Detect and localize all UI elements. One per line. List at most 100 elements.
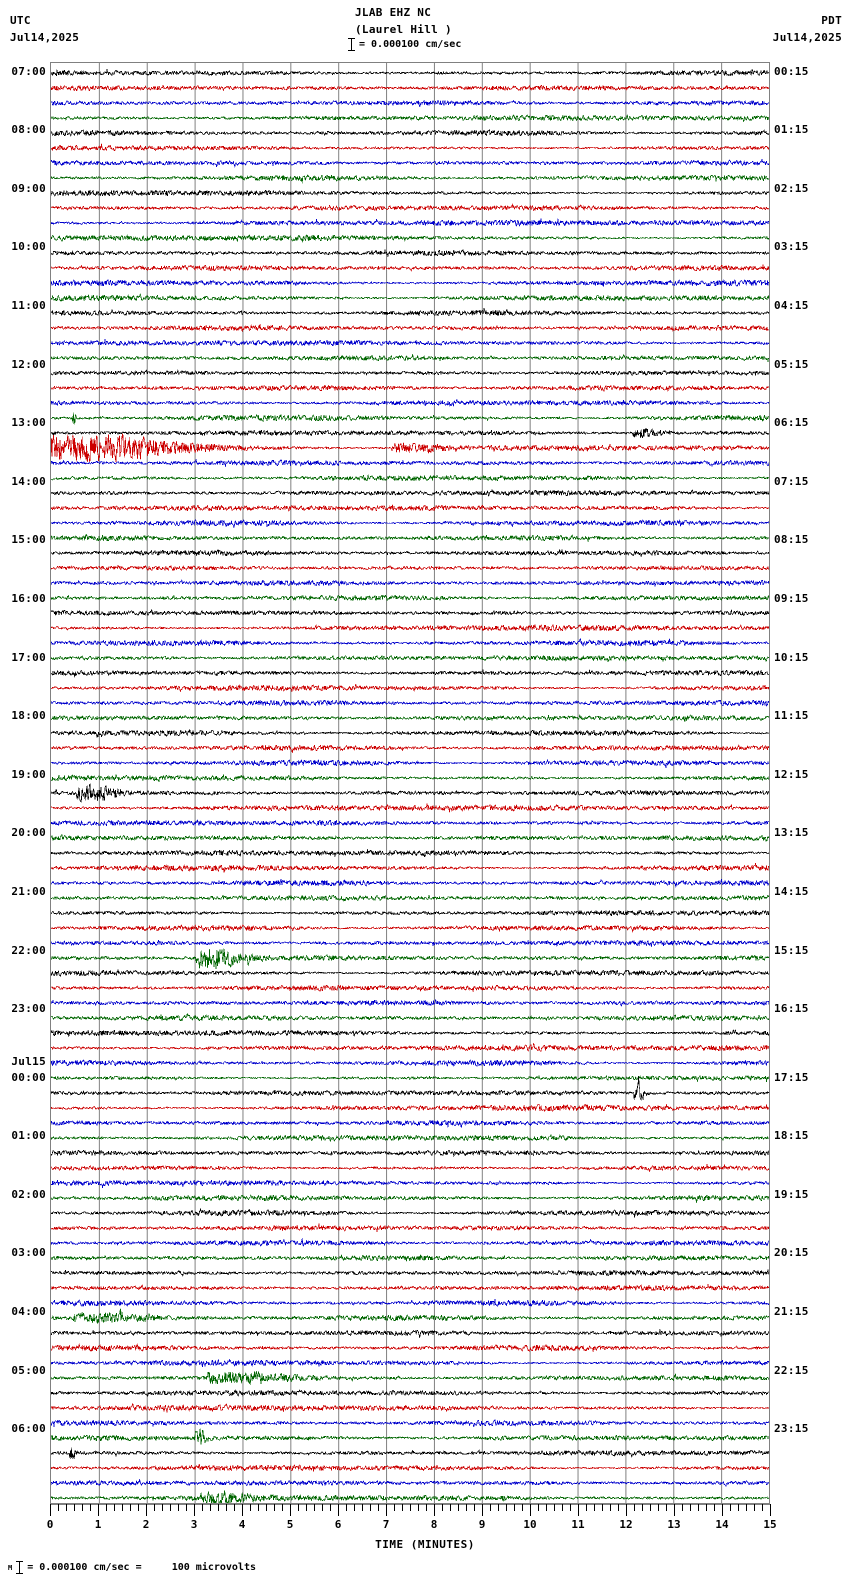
x-tick-minor — [418, 1504, 419, 1511]
x-tick-label: 14 — [715, 1518, 729, 1531]
x-tick-minor — [690, 1504, 691, 1511]
y-label-left-1000: 10:00 — [11, 240, 46, 253]
seismogram-traces — [51, 68, 769, 1503]
y-label-right-1515: 15:15 — [774, 944, 809, 957]
y-label-left-1600: 16:00 — [11, 592, 46, 605]
x-tick-minor — [130, 1504, 131, 1511]
x-tick-minor — [602, 1504, 603, 1511]
y-label-left-0800: 08:00 — [11, 123, 46, 136]
x-tick-minor — [730, 1504, 731, 1511]
x-tick-minor — [570, 1504, 571, 1511]
x-tick-minor — [506, 1504, 507, 1511]
x-tick-minor — [314, 1504, 315, 1511]
x-tick-minor — [538, 1504, 539, 1511]
x-tick-minor — [58, 1504, 59, 1511]
x-tick-minor — [586, 1504, 587, 1511]
x-tick-label: 11 — [571, 1518, 585, 1531]
x-tick-minor — [754, 1504, 755, 1511]
x-tick-minor — [202, 1504, 203, 1511]
x-tick-minor — [306, 1504, 307, 1511]
x-tick-minor — [706, 1504, 707, 1511]
y-label-right-0615: 06:15 — [774, 416, 809, 429]
x-tick-minor — [554, 1504, 555, 1511]
x-tick-minor — [738, 1504, 739, 1511]
x-tick-major — [290, 1504, 291, 1516]
x-tick-minor — [346, 1504, 347, 1511]
x-tick-minor — [370, 1504, 371, 1511]
helicorder-plot[interactable] — [50, 62, 770, 1504]
y-label-left-0100: 01:00 — [11, 1129, 46, 1142]
y-label-left-Jul15: Jul15 — [11, 1055, 46, 1068]
x-tick-minor — [274, 1504, 275, 1511]
x-axis-title: TIME (MINUTES) — [375, 1538, 475, 1551]
y-label-right-2315: 23:15 — [774, 1422, 809, 1435]
x-tick-minor — [266, 1504, 267, 1511]
y-label-left-1900: 19:00 — [11, 768, 46, 781]
y-label-left-1200: 12:00 — [11, 358, 46, 371]
y-label-left-1500: 15:00 — [11, 533, 46, 546]
x-tick-minor — [474, 1504, 475, 1511]
x-tick-minor — [746, 1504, 747, 1511]
x-tick-minor — [442, 1504, 443, 1511]
y-label-right-1215: 12:15 — [774, 768, 809, 781]
x-tick-minor — [426, 1504, 427, 1511]
x-tick-minor — [490, 1504, 491, 1511]
pdt-zone-label: PDT — [821, 14, 842, 27]
x-tick-minor — [114, 1504, 115, 1511]
x-tick-major — [770, 1504, 771, 1516]
x-tick-minor — [402, 1504, 403, 1511]
x-tick-minor — [82, 1504, 83, 1511]
y-label-left-1800: 18:00 — [11, 709, 46, 722]
x-tick-minor — [610, 1504, 611, 1511]
x-tick-minor — [178, 1504, 179, 1511]
x-tick-minor — [154, 1504, 155, 1511]
x-tick-label: 10 — [523, 1518, 537, 1531]
x-tick-minor — [186, 1504, 187, 1511]
x-tick-minor — [498, 1504, 499, 1511]
x-tick-major — [722, 1504, 723, 1516]
header-station-block: JLAB EHZ NC (Laurel Hill ) — [355, 4, 452, 38]
x-tick-minor — [234, 1504, 235, 1511]
x-tick-minor — [362, 1504, 363, 1511]
y-label-left-0500: 05:00 — [11, 1364, 46, 1377]
y-label-left-1700: 17:00 — [11, 651, 46, 664]
x-tick-minor — [354, 1504, 355, 1511]
x-tick-minor — [658, 1504, 659, 1511]
x-tick-minor — [170, 1504, 171, 1511]
station-name-label: (Laurel Hill ) — [355, 23, 452, 36]
pdt-date-label: Jul14,2025 — [772, 31, 842, 44]
x-tick-label: 13 — [667, 1518, 681, 1531]
footer-scale-text: = 0.000100 cm/sec = 100 microvolts — [27, 1562, 256, 1573]
x-tick-minor — [66, 1504, 67, 1511]
y-label-right-0715: 07:15 — [774, 475, 809, 488]
x-tick-major — [578, 1504, 579, 1516]
x-tick-label: 1 — [94, 1518, 102, 1531]
x-tick-major — [194, 1504, 195, 1516]
y-label-left-2300: 23:00 — [11, 1002, 46, 1015]
scale-bar-icon — [348, 38, 355, 51]
footer-prefix-label: M — [8, 1563, 13, 1572]
y-label-left-2100: 21:00 — [11, 885, 46, 898]
y-label-right-0415: 04:15 — [774, 299, 809, 312]
x-tick-label: 15 — [763, 1518, 777, 1531]
y-label-right-2215: 22:15 — [774, 1364, 809, 1377]
x-tick-major — [530, 1504, 531, 1516]
x-tick-label: 4 — [238, 1518, 246, 1531]
y-label-right-1615: 16:15 — [774, 1002, 809, 1015]
scale-legend-text: = 0.000100 cm/sec — [359, 39, 462, 50]
x-tick-label: 9 — [478, 1518, 486, 1531]
x-tick-minor — [74, 1504, 75, 1511]
x-tick-minor — [322, 1504, 323, 1511]
x-tick-minor — [562, 1504, 563, 1511]
y-label-left-0000: 00:00 — [11, 1071, 46, 1084]
y-label-right-1815: 18:15 — [774, 1129, 809, 1142]
x-tick-minor — [618, 1504, 619, 1511]
y-label-left-2000: 20:00 — [11, 826, 46, 839]
y-label-left-1100: 11:00 — [11, 299, 46, 312]
x-tick-minor — [650, 1504, 651, 1511]
y-label-right-1315: 13:15 — [774, 826, 809, 839]
x-tick-minor — [594, 1504, 595, 1511]
x-tick-label: 6 — [334, 1518, 342, 1531]
x-tick-label: 0 — [46, 1518, 54, 1531]
y-label-right-0815: 08:15 — [774, 533, 809, 546]
